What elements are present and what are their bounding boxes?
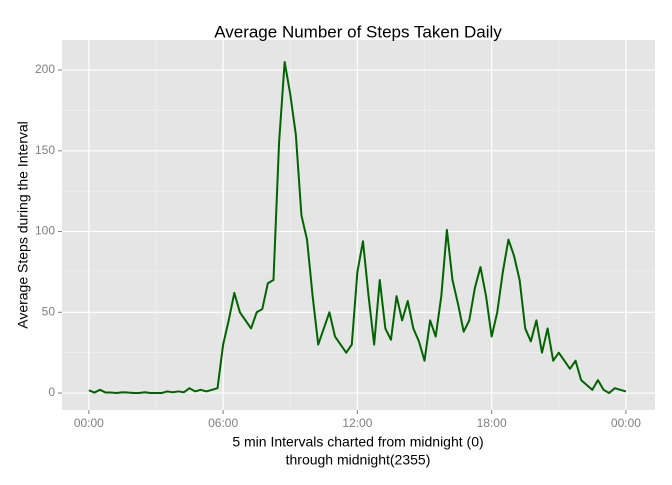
x-tick-label: 06:00	[208, 416, 238, 430]
y-tick-label: 50	[42, 304, 56, 318]
x-tick-label: 12:00	[342, 416, 372, 430]
y-axis-label: Average Steps during the Interval	[15, 121, 31, 329]
plot-background	[62, 40, 655, 410]
chart-title: Average Number of Steps Taken Daily	[214, 22, 502, 41]
x-axis-label: 5 min Intervals charted from midnight (0…	[232, 434, 483, 450]
x-tick-label: 18:00	[477, 416, 507, 430]
data-line	[88, 60, 627, 395]
x-tick-label: 00:00	[74, 416, 104, 430]
x-tick-label: 00:00	[611, 416, 641, 430]
y-tick-label: 200	[35, 62, 55, 76]
y-tick-label: 0	[48, 385, 55, 399]
x-axis-label: through midnight(2355)	[286, 452, 431, 468]
y-tick-label: 150	[35, 143, 55, 157]
y-tick-label: 100	[35, 224, 55, 238]
